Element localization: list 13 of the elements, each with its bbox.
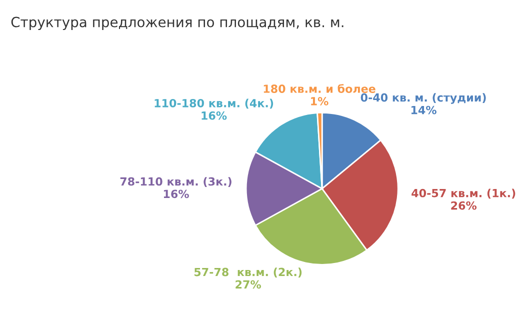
- slice-label: 110-180 кв.м. (4к.): [154, 98, 274, 109]
- data-label: 26%: [451, 201, 477, 210]
- slice-label: 0-40 кв. м. (студии): [360, 93, 486, 104]
- chart-title: Структура предложения по площадям, кв. м.: [11, 16, 344, 30]
- data-label: 14%: [411, 106, 436, 114]
- data-label: 16%: [164, 190, 189, 198]
- data-label: 1%: [311, 96, 328, 106]
- slice-label: 40-57 кв.м. (1к.): [412, 188, 516, 199]
- data-label: 27%: [236, 280, 262, 289]
- slice-label: 78-110 кв.м. (3к.): [120, 177, 232, 187]
- slice-label: 180 кв.м. и более: [264, 84, 376, 93]
- slice-label: 57-78 кв.м. (2к.): [194, 268, 302, 278]
- data-label: 16%: [202, 111, 227, 120]
